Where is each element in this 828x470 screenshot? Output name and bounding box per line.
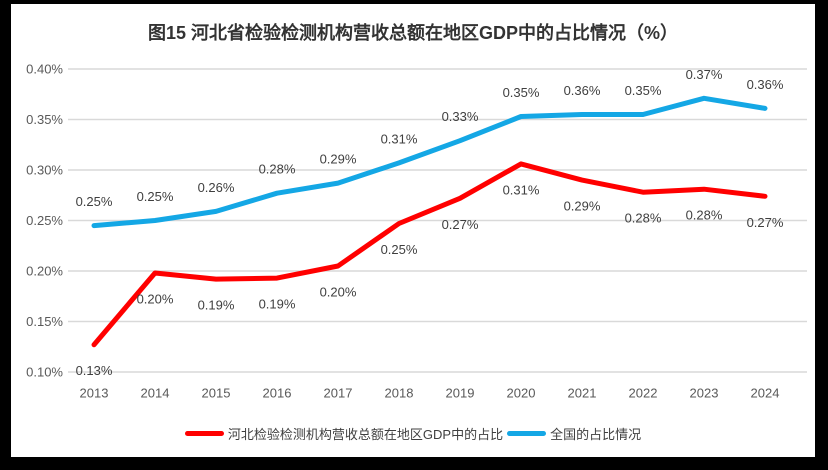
data-label: 0.19% (259, 297, 296, 312)
data-label: 0.36% (747, 77, 784, 92)
data-label: 0.28% (686, 208, 723, 223)
data-label: 0.20% (137, 292, 174, 307)
data-label: 0.19% (198, 298, 235, 313)
y-tick-label: 0.15% (26, 314, 63, 329)
x-tick-label: 2015 (202, 386, 231, 401)
x-tick-label: 2020 (507, 386, 536, 401)
legend-label-hebei: 河北检验检测机构营收总额在地区GDP中的占比 (227, 427, 504, 442)
line-chart-plot-area: 0.40% 0.35% 0.30% 0.25% 0.20% 0.15% 0.10% 2013 2… (26, 62, 807, 401)
data-label: 0.29% (564, 199, 601, 214)
series-line-national (91, 95, 768, 229)
legend-line-swatch-hebei (184, 431, 224, 436)
data-label: 0.20% (320, 284, 357, 299)
x-tick-label: 2021 (568, 386, 597, 401)
chart-panel: 图15 河北省检验检测机构营收总额在地区GDP中的占比情况（%） 0.40% 0.… (11, 4, 815, 457)
y-tick-label: 0.10% (26, 365, 63, 380)
data-label: 0.29% (320, 152, 357, 167)
x-tick-label: 2017 (324, 386, 353, 401)
legend-line-swatch-national (507, 431, 547, 436)
data-label: 0.28% (259, 162, 296, 177)
data-label: 0.31% (503, 182, 540, 197)
x-tick-label: 2016 (263, 386, 292, 401)
x-tick-label: 2018 (385, 386, 414, 401)
data-label: 0.27% (747, 215, 784, 230)
data-label: 0.33% (442, 109, 479, 124)
chart-title: 图15 河北省检验检测机构营收总额在地区GDP中的占比情况（%） (147, 23, 679, 43)
data-label: 0.31% (381, 131, 418, 146)
y-tick-label: 0.20% (26, 264, 63, 279)
data-label: 0.28% (625, 211, 662, 226)
y-tick-label: 0.25% (26, 213, 63, 228)
data-label: 0.25% (76, 194, 113, 209)
data-label: 0.35% (503, 85, 540, 100)
legend-label-national: 全国的占比情况 (550, 427, 642, 442)
x-tick-label: 2019 (446, 386, 475, 401)
data-label: 0.13% (76, 363, 113, 378)
data-label: 0.27% (442, 217, 479, 232)
data-label: 0.26% (198, 180, 235, 195)
data-label: 0.37% (686, 67, 723, 82)
series-line-hebei (91, 161, 768, 348)
y-tick-label: 0.40% (26, 62, 63, 77)
data-label: 0.25% (137, 189, 174, 204)
x-tick-label: 2013 (80, 386, 109, 401)
x-tick-label: 2022 (629, 386, 658, 401)
y-tick-label: 0.30% (26, 163, 63, 178)
x-tick-label: 2014 (141, 386, 170, 401)
x-tick-label: 2024 (751, 386, 780, 401)
chart-legend: 河北检验检测机构营收总额在地区GDP中的占比 全国的占比情况 (11, 424, 815, 443)
data-label: 0.35% (625, 83, 662, 98)
x-tick-label: 2023 (690, 386, 719, 401)
y-tick-label: 0.35% (26, 112, 63, 127)
data-label: 0.25% (381, 242, 418, 257)
data-label: 0.36% (564, 83, 601, 98)
